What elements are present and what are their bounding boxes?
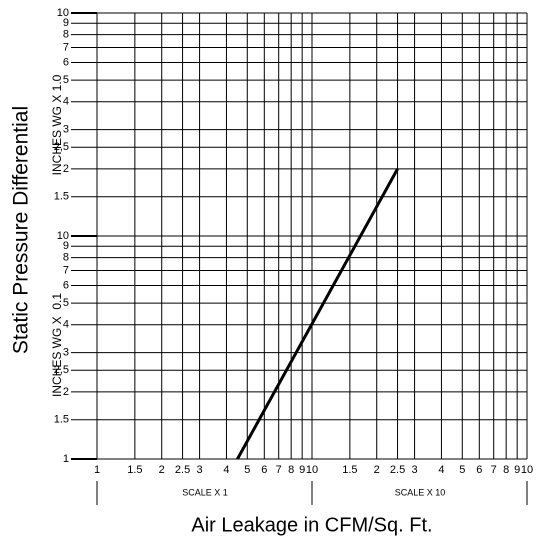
y-tick-label: 5 — [63, 74, 69, 86]
y-tick-label: 10 — [57, 230, 69, 242]
y-tick-label: 5 — [63, 297, 69, 309]
x-tick-label: 6 — [261, 464, 267, 476]
x-axis-label: Air Leakage in CFM/Sq. Ft. — [191, 514, 432, 536]
y-tick-label: 4 — [63, 96, 69, 108]
y-tick-label: 10 — [57, 7, 69, 19]
y-tick-label: 2,5 — [54, 364, 69, 376]
data-line — [236, 168, 399, 460]
x-tick-label: 2 — [159, 464, 165, 476]
y-tick-label: 7 — [63, 41, 69, 53]
x-tick-label: 1 — [94, 464, 100, 476]
x-tick-label: 3 — [197, 464, 203, 476]
x-tick-label: 8 — [503, 464, 509, 476]
x-tick-label: 8 — [288, 464, 294, 476]
y-tick-label: 1.5 — [54, 414, 69, 426]
x-tick-label: 1.5 — [127, 464, 142, 476]
y-tick-label: 3 — [63, 124, 69, 136]
y-tick-label: 2 — [63, 163, 69, 175]
y-tick-label: 8 — [63, 29, 69, 41]
x-tick-label: 9 — [299, 464, 305, 476]
x-tick-label: 4 — [223, 464, 229, 476]
x-tick-label: 9 — [514, 464, 520, 476]
x-tick-label: 2 — [374, 464, 380, 476]
y-tick-label: 2,5 — [54, 141, 69, 153]
annotation: SCALE X 1 — [182, 487, 228, 497]
x-tick-label: 5 — [244, 464, 250, 476]
x-tick-label: 3 — [412, 464, 418, 476]
y-tick-label: 1 — [63, 453, 69, 465]
annotation: SCALE X 10 — [395, 487, 446, 497]
y-tick-label: 6 — [63, 56, 69, 68]
x-tick-label: 6 — [476, 464, 482, 476]
x-tick-label: 4 — [438, 464, 444, 476]
y-tick-label: 4 — [63, 319, 69, 331]
x-tick-label: 2.5 — [175, 464, 190, 476]
x-tick-label: 5 — [459, 464, 465, 476]
y-tick-label: 8 — [63, 252, 69, 264]
y-tick-label: 1.5 — [54, 191, 69, 203]
y-tick-label: 7 — [63, 264, 69, 276]
x-tick-label: 1.5 — [342, 464, 357, 476]
y-tick-label: 2 — [63, 386, 69, 398]
x-tick-label: 7 — [276, 464, 282, 476]
y-tick-label: 6 — [63, 279, 69, 291]
x-tick-label: 10 — [306, 464, 318, 476]
x-tick-label: 10 — [521, 464, 533, 476]
y-axis-label: Static Pressure Differential — [10, 106, 33, 354]
x-tick-label: 2.5 — [390, 464, 405, 476]
y-tick-label: 9 — [63, 17, 69, 29]
x-tick-label: 7 — [491, 464, 497, 476]
y-tick-label: 3 — [63, 347, 69, 359]
annotation: INCHES WG X 1.0 — [50, 74, 64, 175]
annotation: INCHES WG X 0.1 — [50, 293, 64, 397]
y-tick-label: 9 — [63, 240, 69, 252]
